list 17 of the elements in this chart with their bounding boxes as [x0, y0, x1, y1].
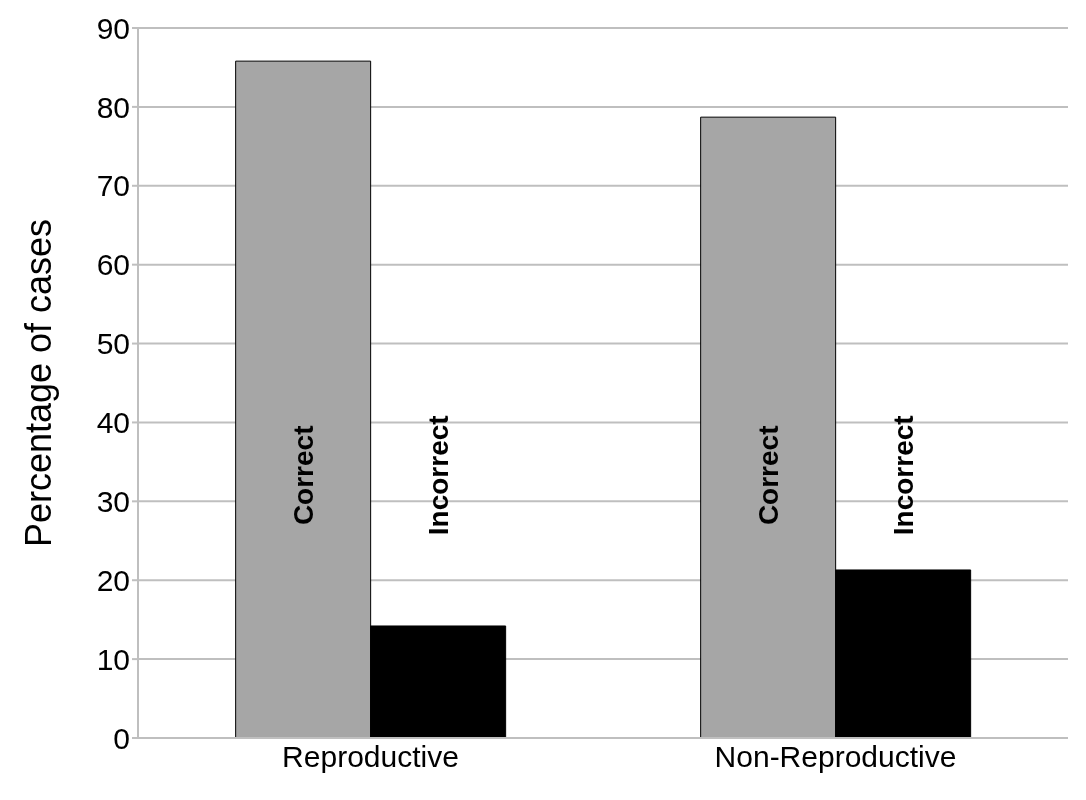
y-tick-label: 70 [96, 169, 130, 203]
y-axis-title: Percentage of cases [17, 218, 59, 548]
y-tick-label: 60 [96, 248, 130, 282]
series-label: Correct [288, 425, 320, 526]
text: Incorrect [423, 415, 455, 536]
y-tick-label: 0 [113, 721, 130, 755]
x-tick-label: Reproductive [282, 740, 459, 774]
y-tick-label: 30 [96, 484, 130, 518]
x-tick-label: Non-Reproductive [714, 740, 957, 774]
y-tick-label: 10 [96, 642, 130, 676]
text: Incorrect [888, 415, 920, 536]
text: Correct [753, 425, 785, 526]
y-tick-label: 20 [96, 563, 130, 597]
y-tick-label: 40 [96, 406, 130, 440]
y-tick-label: 90 [96, 11, 130, 45]
y-tick-label: 50 [96, 327, 130, 361]
y-tick-label: 80 [96, 90, 130, 124]
